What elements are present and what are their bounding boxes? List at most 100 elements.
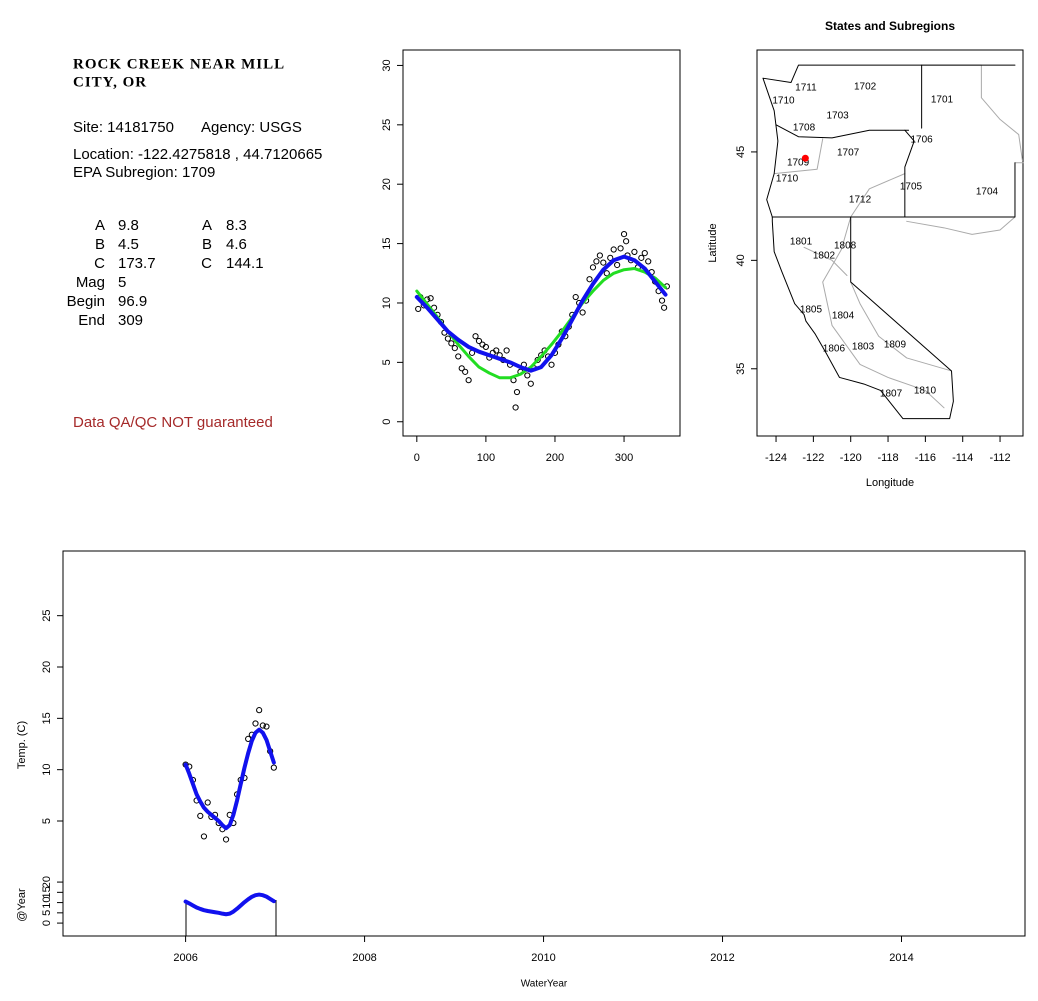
subregion-border — [773, 138, 824, 175]
subregion-border — [850, 281, 953, 372]
x-tick-label: 2014 — [889, 952, 913, 964]
region-label: 1805 — [800, 304, 823, 315]
x-tick-label: 2012 — [710, 952, 734, 964]
region-label: 1705 — [900, 181, 923, 192]
data-point — [503, 347, 510, 354]
param-label: Begin — [67, 293, 105, 310]
param-label: Mag — [76, 274, 105, 291]
data-point — [462, 368, 469, 375]
y-tick-label: 20 — [381, 178, 393, 190]
y-tick-label: 25 — [41, 610, 53, 622]
region-label: 1807 — [880, 388, 903, 399]
param-label: C — [201, 255, 212, 272]
data-point — [596, 252, 603, 259]
data-point — [200, 833, 208, 840]
data-point — [475, 337, 483, 345]
x-tick-label: 300 — [615, 452, 633, 464]
site-id: Site: 14181750 — [73, 119, 174, 136]
site-title: ROCK CREEK NEAR MILL — [73, 56, 285, 72]
data-point — [458, 365, 465, 372]
data-point — [527, 380, 534, 387]
y-tick-label: 30 — [381, 59, 393, 71]
y-tick-label: 15 — [381, 237, 393, 249]
region-label: 1801 — [790, 237, 813, 248]
x-axis-label: WaterYear — [521, 979, 568, 990]
data-point — [455, 353, 462, 360]
x-tick-label: -118 — [877, 452, 898, 464]
data-point — [204, 799, 211, 806]
y-tick-label: 5 — [381, 359, 393, 365]
region-label: 1803 — [852, 342, 875, 353]
y-tick-label: 45 — [735, 146, 747, 158]
data-point — [645, 258, 652, 265]
param-value: 9.8 — [118, 217, 139, 234]
y-tick-label: 40 — [735, 254, 747, 266]
data-point — [270, 764, 277, 771]
subregion: EPA Subregion: 1709 — [73, 164, 215, 181]
data-point — [572, 293, 579, 301]
param-value: 309 — [118, 312, 143, 329]
site-marker — [801, 154, 809, 162]
x-tick-label: 2006 — [173, 952, 197, 964]
data-point — [638, 254, 645, 261]
data-point — [222, 836, 230, 843]
x-tick-label: 0 — [414, 452, 420, 464]
data-point — [444, 335, 452, 342]
data-point — [548, 361, 555, 368]
region-label: 1703 — [827, 111, 850, 122]
agency: Agency: USGS — [201, 119, 302, 136]
x-tick-label: -116 — [915, 452, 936, 464]
x-tick-label: 2010 — [531, 952, 555, 964]
subregion-border — [822, 216, 945, 409]
region-label: 1711 — [795, 83, 817, 94]
x-tick-label: -124 — [765, 452, 787, 464]
region-label: 1701 — [931, 95, 954, 106]
data-point — [263, 723, 270, 730]
data-point — [465, 377, 472, 384]
data-point — [524, 372, 531, 379]
state-border — [771, 216, 954, 420]
plot-frame — [756, 49, 1024, 437]
x-tick-label: 100 — [477, 452, 495, 464]
data-point — [658, 297, 666, 304]
param-label: A — [202, 217, 212, 234]
y2-tick-label: 10 — [41, 896, 53, 908]
y-tick-label: 5 — [41, 818, 53, 824]
data-point — [252, 720, 259, 727]
data-point — [620, 230, 628, 238]
data-point — [603, 270, 610, 277]
y-tick-label: 25 — [381, 119, 393, 131]
data-point — [512, 404, 519, 411]
region-label: 1810 — [914, 385, 937, 396]
region-label: 1804 — [832, 311, 855, 322]
data-point — [448, 340, 455, 347]
data-point — [593, 258, 600, 265]
region-label: 1809 — [884, 340, 907, 351]
y2-tick-label: 5 — [41, 910, 53, 916]
param-label: C — [94, 255, 105, 272]
x-tick-label: 2008 — [352, 952, 376, 964]
fit-line — [183, 892, 276, 917]
x-tick-label: -120 — [840, 452, 862, 464]
data-point — [589, 264, 597, 271]
region-label: 1710 — [772, 96, 795, 107]
state-border — [762, 64, 1016, 218]
param-label: B — [95, 236, 105, 253]
data-point — [482, 343, 489, 351]
y-tick-label: 0 — [381, 419, 393, 425]
region-label: 1710 — [776, 173, 799, 184]
plot-frame — [62, 550, 1026, 937]
y-tick-label: 20 — [41, 661, 53, 673]
data-point — [610, 246, 617, 253]
param-value: 4.5 — [118, 236, 139, 253]
region-label: 1702 — [854, 82, 877, 93]
param-label: A — [95, 217, 105, 234]
fit-line — [415, 267, 667, 380]
y2-tick-label: 20 — [41, 876, 53, 888]
region-label: 1706 — [911, 135, 934, 146]
location: Location: -122.4275818 , 44.7120665 — [73, 146, 322, 163]
note: Data QA/QC NOT guaranteed — [73, 414, 273, 431]
fit-line — [414, 254, 668, 373]
data-point — [493, 347, 500, 354]
